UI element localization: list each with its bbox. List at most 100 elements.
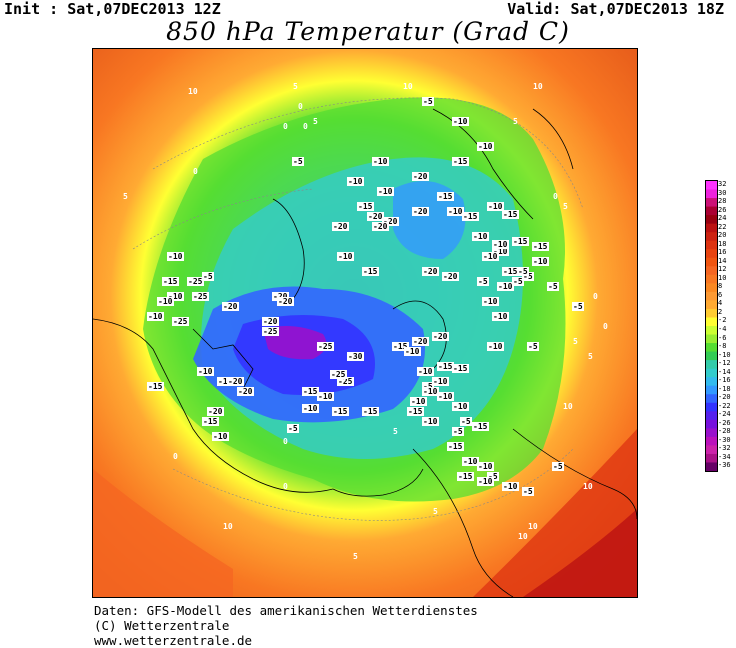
label-background <box>147 312 164 321</box>
temperature-label: 5 <box>573 337 578 346</box>
temperature-label: -10 <box>378 187 393 196</box>
label-background <box>412 337 429 346</box>
label-background <box>497 282 514 291</box>
label-background <box>517 267 529 276</box>
legend-swatch <box>706 402 717 412</box>
label-background <box>410 397 427 406</box>
temperature-label: -10 <box>318 392 333 401</box>
label-background <box>392 342 409 351</box>
temperature-label: -30 <box>348 352 363 361</box>
temperature-map: 10 5 0 0 0 5 10 10 -5 -10 5 -5 0 -10 -15 -10 -20 -15 -10 -1… <box>92 48 638 598</box>
label-background <box>472 232 489 241</box>
legend-tick-label: -30 <box>718 435 731 444</box>
legend-tick-label: -36 <box>718 461 731 470</box>
label-background <box>407 407 424 416</box>
temperature-label: 5 <box>563 202 568 211</box>
label-background <box>432 377 449 386</box>
temperature-label: -20 <box>373 222 388 231</box>
temperature-label: -20 <box>208 407 223 416</box>
label-background <box>262 317 279 326</box>
temperature-label: -15 <box>453 364 468 373</box>
legend-swatch <box>706 249 717 259</box>
temperature-label: -15 <box>513 237 528 246</box>
hot-zone-africa <box>523 509 637 597</box>
label-background <box>367 212 384 221</box>
legend-tick-label: 16 <box>718 248 727 257</box>
label-background <box>197 367 214 376</box>
label-background <box>362 407 379 416</box>
temperature-label: -5 <box>528 342 538 351</box>
legend-tick-label: -4 <box>718 325 727 333</box>
label-background <box>412 207 429 216</box>
temperature-label: -15 <box>533 242 548 251</box>
legend-swatch <box>706 291 717 301</box>
legend-swatch <box>706 232 717 242</box>
label-background <box>147 382 164 391</box>
label-background <box>157 297 174 306</box>
temperature-label: -10 <box>453 117 468 126</box>
label-background <box>422 97 434 106</box>
label-background <box>437 392 454 401</box>
legend-swatch <box>706 198 717 208</box>
temperature-label: -15 <box>393 342 408 351</box>
label-background <box>227 377 244 386</box>
temperature-label: -15 <box>503 267 518 276</box>
label-background <box>404 347 421 356</box>
temperature-label: -20 <box>413 207 428 216</box>
temperature-label: -20 <box>443 272 458 281</box>
temperature-label: -20 <box>423 267 438 276</box>
label-background <box>172 317 189 326</box>
label-background <box>422 382 434 391</box>
label-background <box>502 267 519 276</box>
label-background <box>502 210 519 219</box>
temperature-label: -15 <box>463 212 478 221</box>
label-background <box>432 332 449 341</box>
temperature-label: -15 <box>303 387 318 396</box>
credit-website[interactable]: www.wetterzentrale.de <box>94 633 253 648</box>
temperature-label: -15 <box>148 382 163 391</box>
label-background <box>492 247 509 256</box>
temperature-label: -20 <box>238 387 253 396</box>
temperature-label: -10 <box>483 297 498 306</box>
label-background <box>572 302 584 311</box>
legend-swatch <box>706 394 717 404</box>
label-background <box>362 267 379 276</box>
temperature-label: -15 <box>363 267 378 276</box>
legend-swatch <box>706 223 717 233</box>
temperature-label: 0 <box>193 167 198 176</box>
legend-tick-label: -24 <box>718 410 731 419</box>
temperature-label: -10 <box>423 417 438 426</box>
temperature-label: -5 <box>488 472 498 481</box>
temperature-label: -10 <box>483 252 498 261</box>
label-background <box>522 487 534 496</box>
legend-tick-label: -34 <box>718 452 731 461</box>
temperature-label: -10 <box>168 292 183 301</box>
temperature-label: -15 <box>333 407 348 416</box>
legend-tick-label: -20 <box>718 393 731 402</box>
label-background <box>532 257 549 266</box>
temperature-label: 5 <box>393 427 398 436</box>
temperature-label: -20 <box>273 292 288 301</box>
label-background <box>452 157 469 166</box>
temperature-label: -20 <box>413 172 428 181</box>
temperature-label: -20 <box>223 302 238 311</box>
label-background <box>487 342 504 351</box>
isotherms <box>132 97 584 521</box>
temperature-label: 0 <box>593 292 598 301</box>
legend-swatch <box>706 428 717 438</box>
label-background <box>492 240 509 249</box>
label-background <box>287 424 299 433</box>
legend-tick-label: -26 <box>718 418 731 427</box>
label-background <box>442 272 459 281</box>
label-background <box>472 422 489 431</box>
label-background <box>202 417 219 426</box>
legend-swatch <box>706 317 717 327</box>
legend-swatch <box>706 300 717 310</box>
temperature-label: 5 <box>293 82 298 91</box>
legend-tick-label: -22 <box>718 401 731 410</box>
temperature-label: -20 <box>263 317 278 326</box>
temperature-label: -5 <box>518 267 528 276</box>
label-background <box>337 252 354 261</box>
temperature-label: -10 <box>498 282 513 291</box>
temperature-label: -15 <box>163 277 178 286</box>
